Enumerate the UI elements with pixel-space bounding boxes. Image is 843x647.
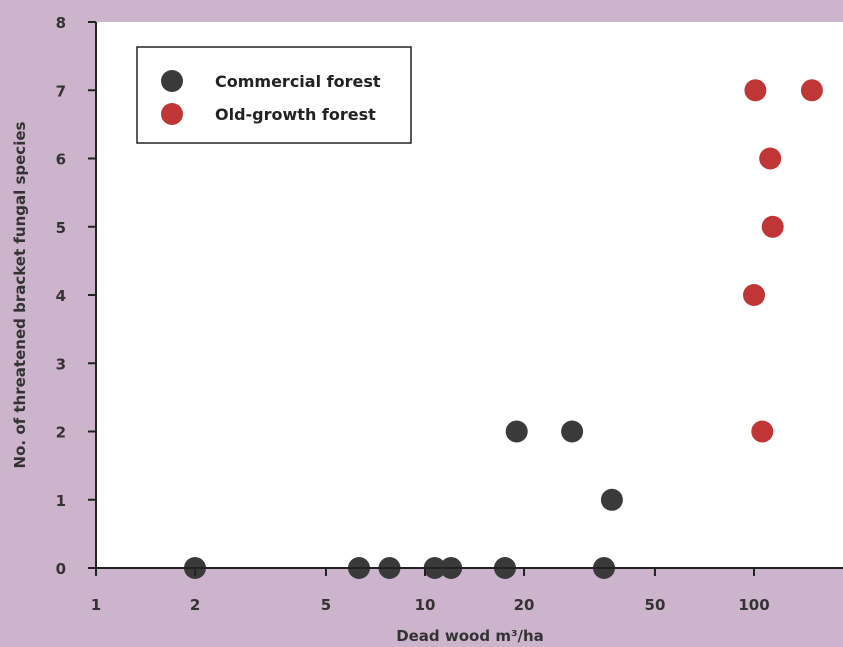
old-growth-forest-point bbox=[759, 147, 782, 170]
old-growth-forest-point bbox=[751, 420, 774, 443]
y-tick-label: 1 bbox=[56, 492, 66, 510]
legend-marker-old-growth bbox=[161, 103, 183, 125]
commercial-forest-point bbox=[600, 488, 623, 511]
axis-ticks: 1 2 5 10 20 50 100 0 1 2 3 4 5 6 7 8 bbox=[56, 14, 770, 614]
legend-label-commercial: Commercial forest bbox=[215, 72, 381, 91]
legend-box bbox=[136, 46, 412, 144]
old-growth-forest-point bbox=[744, 79, 767, 102]
x-axis-title: Dead wood m³/ha bbox=[396, 627, 544, 645]
x-tick-label: 2 bbox=[190, 596, 200, 614]
old-growth-forest-point bbox=[743, 284, 765, 306]
old-growth-forest-point bbox=[800, 79, 823, 102]
old-growth-forest-point bbox=[761, 215, 784, 238]
y-tick-label: 4 bbox=[56, 287, 66, 305]
y-tick-label: 8 bbox=[56, 14, 66, 32]
y-tick-label: 2 bbox=[56, 424, 66, 442]
y-axis-title: No. of threatened bracket fungal species bbox=[11, 121, 29, 468]
legend: Commercial forest Old-growth forest bbox=[136, 46, 412, 144]
x-tick-label: 5 bbox=[321, 596, 331, 614]
y-tick-label: 5 bbox=[56, 219, 66, 237]
commercial-forest-point bbox=[505, 420, 528, 443]
data-points bbox=[184, 79, 823, 579]
x-tick-label: 100 bbox=[738, 596, 769, 614]
legend-label-old-growth: Old-growth forest bbox=[215, 105, 376, 124]
legend-marker-commercial bbox=[161, 70, 183, 92]
y-tick-label: 0 bbox=[56, 560, 66, 578]
y-tick-label: 7 bbox=[56, 82, 66, 100]
y-tick-label: 6 bbox=[56, 151, 66, 169]
x-tick-label: 1 bbox=[91, 596, 101, 614]
x-tick-label: 50 bbox=[645, 596, 666, 614]
commercial-forest-point bbox=[561, 420, 584, 443]
x-tick-label: 20 bbox=[514, 596, 535, 614]
x-tick-label: 10 bbox=[415, 596, 436, 614]
y-tick-label: 3 bbox=[56, 355, 66, 373]
